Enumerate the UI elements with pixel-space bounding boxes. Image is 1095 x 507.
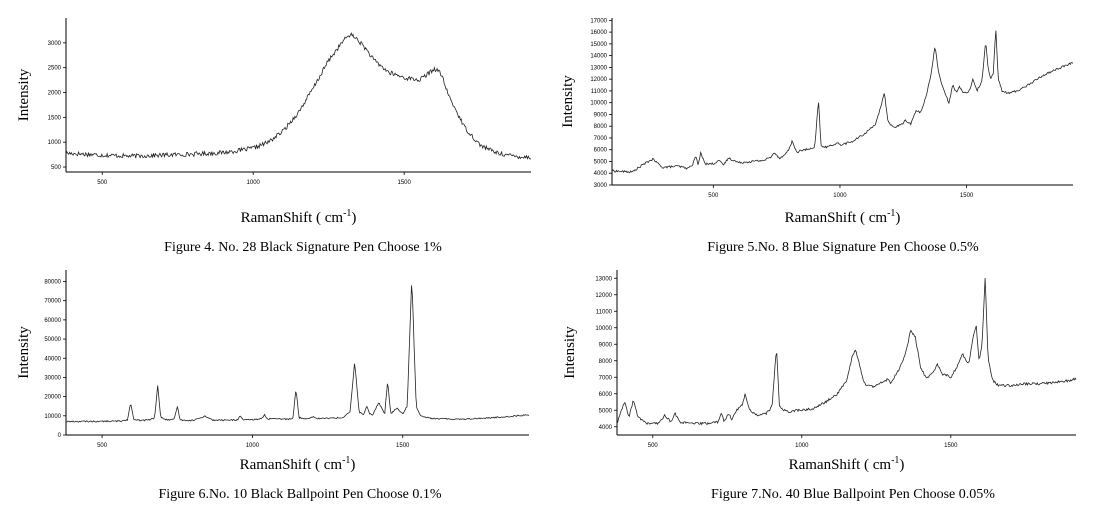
y-tick-label: 16000 bbox=[590, 30, 607, 36]
y-tick-label: 0 bbox=[58, 433, 62, 439]
x-axis-label: RamanShift ( cm-1) bbox=[240, 455, 356, 473]
y-tick-label: 20000 bbox=[44, 395, 61, 401]
y-tick-label: 11000 bbox=[591, 89, 608, 95]
y-tick-label: 6000 bbox=[599, 392, 613, 398]
x-tick-label: 1000 bbox=[833, 193, 847, 199]
x-tick-label: 500 bbox=[97, 180, 108, 186]
y-tick-label: 8000 bbox=[599, 359, 613, 365]
y-tick-label: 12000 bbox=[595, 293, 612, 299]
x-tick-label: 1500 bbox=[398, 180, 412, 186]
y-tick-label: 14000 bbox=[590, 54, 607, 60]
y-tick-label: 9000 bbox=[599, 342, 613, 348]
y-tick-label: 1500 bbox=[48, 115, 62, 121]
x-tick-label: 1500 bbox=[396, 443, 410, 449]
y-tick-label: 80000 bbox=[44, 280, 61, 286]
figure-caption: Figure 7.No. 40 Blue Ballpoint Pen Choos… bbox=[711, 487, 995, 502]
y-tick-label: 3000 bbox=[594, 183, 608, 189]
y-tick-label: 12000 bbox=[590, 77, 607, 83]
y-axis-label: Intensity bbox=[16, 68, 32, 121]
x-tick-label: 500 bbox=[648, 443, 659, 449]
y-tick-label: 9000 bbox=[594, 112, 608, 118]
x-tick-label: 1500 bbox=[944, 443, 958, 449]
y-tick-label: 17000 bbox=[590, 18, 607, 24]
y-tick-label: 2500 bbox=[48, 66, 62, 72]
y-tick-label: 7000 bbox=[599, 375, 613, 381]
x-tick-label: 500 bbox=[97, 443, 108, 449]
y-tick-label: 6000 bbox=[594, 148, 608, 154]
series-line bbox=[65, 285, 530, 423]
y-tick-label: 30000 bbox=[44, 375, 61, 381]
y-axis-label: Intensity bbox=[560, 75, 576, 128]
y-tick-label: 3000 bbox=[48, 41, 62, 47]
y-tick-label: 8000 bbox=[594, 124, 608, 130]
x-tick-label: 1500 bbox=[960, 193, 974, 199]
figure-caption: Figure 6.No. 10 Black Ballpoint Pen Choo… bbox=[158, 487, 441, 502]
y-tick-label: 15000 bbox=[590, 42, 607, 48]
y-tick-label: 10000 bbox=[44, 414, 61, 420]
y-axis-label: Intensity bbox=[562, 326, 578, 379]
figure-caption: Figure 4. No. 28 Black Signature Pen Cho… bbox=[164, 240, 442, 255]
x-axis-label: RamanShift ( cm-1) bbox=[241, 208, 357, 226]
y-tick-label: 70000 bbox=[44, 299, 61, 305]
y-tick-label: 500 bbox=[51, 165, 62, 171]
y-tick-label: 60000 bbox=[44, 318, 61, 324]
x-tick-label: 500 bbox=[708, 193, 719, 199]
y-tick-label: 13000 bbox=[595, 276, 612, 282]
y-tick-label: 1000 bbox=[48, 140, 62, 146]
x-axis-label: RamanShift ( cm-1) bbox=[789, 455, 905, 473]
y-tick-label: 2000 bbox=[48, 91, 62, 97]
y-tick-label: 5000 bbox=[599, 408, 613, 414]
y-tick-label: 10000 bbox=[595, 326, 612, 332]
x-tick-label: 1000 bbox=[246, 443, 260, 449]
chart-5: 3000 4000 5000 6000 7000 8000 9000 10000 11000 12… bbox=[560, 18, 1074, 255]
series-line bbox=[65, 32, 532, 160]
x-tick-label: 1000 bbox=[795, 443, 809, 449]
x-tick-label: 1000 bbox=[247, 180, 261, 186]
y-tick-label: 10000 bbox=[590, 101, 607, 107]
chart-4: 500 1000 1500 2000 2500 3000 500 1000 1500 Intens… bbox=[16, 18, 532, 255]
y-tick-label: 40000 bbox=[44, 356, 61, 362]
y-tick-label: 4000 bbox=[594, 171, 608, 177]
y-tick-label: 13000 bbox=[590, 65, 607, 71]
y-tick-label: 11000 bbox=[596, 309, 613, 315]
x-axis-label: RamanShift ( cm-1) bbox=[785, 208, 901, 226]
y-tick-label: 50000 bbox=[44, 337, 61, 343]
chart-6: 0 10000 20000 30000 40000 50000 60000 70000 8000… bbox=[16, 270, 530, 502]
series-line bbox=[611, 30, 1074, 174]
y-axis-label: Intensity bbox=[16, 326, 32, 379]
chart-7: 4000 5000 6000 7000 8000 9000 10000 11000 12000 1… bbox=[562, 270, 1077, 502]
y-tick-label: 4000 bbox=[599, 425, 613, 431]
series-line bbox=[616, 277, 1077, 426]
y-tick-label: 5000 bbox=[594, 159, 608, 165]
figure-caption: Figure 5.No. 8 Blue Signature Pen Choose… bbox=[707, 240, 979, 255]
y-tick-label: 7000 bbox=[594, 136, 608, 142]
